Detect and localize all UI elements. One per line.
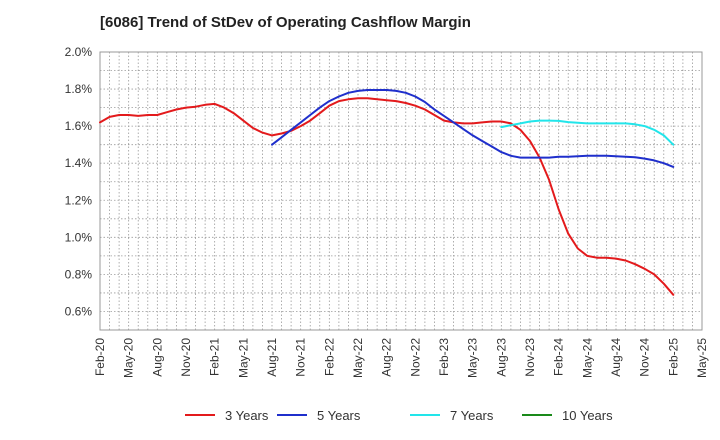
x-tick-label: Nov-24	[638, 338, 652, 377]
legend-label: 3 Years	[225, 408, 269, 423]
x-tick-label: May-22	[351, 338, 365, 378]
x-tick-label: May-25	[695, 338, 709, 378]
x-tick-label: Nov-22	[408, 338, 422, 377]
x-tick-label: Feb-24	[552, 338, 566, 376]
x-tick-label: Feb-20	[93, 338, 107, 376]
series-line-5-years	[271, 89, 675, 168]
y-tick-label: 0.6%	[65, 304, 93, 318]
x-tick-label: Aug-24	[609, 338, 623, 377]
x-tick-label: Aug-23	[494, 338, 508, 377]
x-tick-label: Feb-23	[437, 338, 451, 376]
x-tick-label: Feb-22	[322, 338, 336, 376]
x-tick-label: May-21	[236, 338, 250, 378]
y-tick-label: 0.8%	[65, 267, 93, 281]
legend-label: 5 Years	[317, 408, 361, 423]
series-line-7-years	[500, 119, 675, 146]
x-tick-label: May-20	[122, 338, 136, 378]
x-tick-label: Feb-25	[666, 338, 680, 376]
x-tick-label: May-23	[466, 338, 480, 378]
y-tick-label: 1.8%	[65, 82, 93, 96]
y-tick-label: 1.0%	[65, 230, 93, 244]
y-tick-label: 1.6%	[65, 119, 93, 133]
plot-area	[99, 51, 703, 331]
x-tick-label: Nov-21	[294, 338, 308, 377]
x-tick-label: Aug-20	[150, 338, 164, 377]
x-tick-label: Nov-20	[179, 338, 193, 377]
x-tick-label: Aug-22	[380, 338, 394, 377]
y-tick-label: 1.4%	[65, 156, 93, 170]
x-tick-label: Nov-23	[523, 338, 537, 377]
y-tick-label: 2.0%	[65, 45, 93, 59]
legend-label: 7 Years	[450, 408, 494, 423]
legend-label: 10 Years	[562, 408, 613, 423]
y-tick-label: 1.2%	[65, 193, 93, 207]
series-line-3-years	[99, 97, 675, 296]
x-tick-label: Feb-21	[208, 338, 222, 376]
x-tick-label: May-24	[580, 338, 594, 378]
chart-title: [6086] Trend of StDev of Operating Cashf…	[100, 14, 471, 31]
x-tick-label: Aug-21	[265, 338, 279, 377]
